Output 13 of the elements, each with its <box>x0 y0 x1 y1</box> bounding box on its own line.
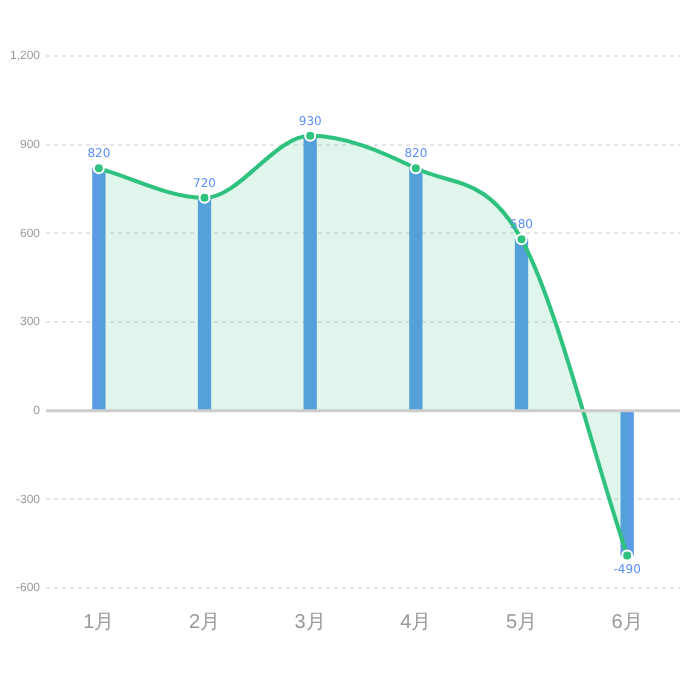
x-tick-label: 6月 <box>611 611 643 634</box>
x-tick-label: 5月 <box>505 611 538 634</box>
x-tick-label: 3月 <box>294 611 326 634</box>
bar <box>92 167 106 411</box>
bar <box>303 135 317 411</box>
bar <box>409 167 423 411</box>
bar <box>514 238 529 411</box>
x-tick-label: 1月 <box>83 611 115 634</box>
x-tick-label: 2月 <box>188 611 221 634</box>
bar <box>197 197 212 411</box>
point <box>515 233 528 246</box>
bar <box>620 411 634 557</box>
x-tick-label: 4月 <box>400 611 432 634</box>
